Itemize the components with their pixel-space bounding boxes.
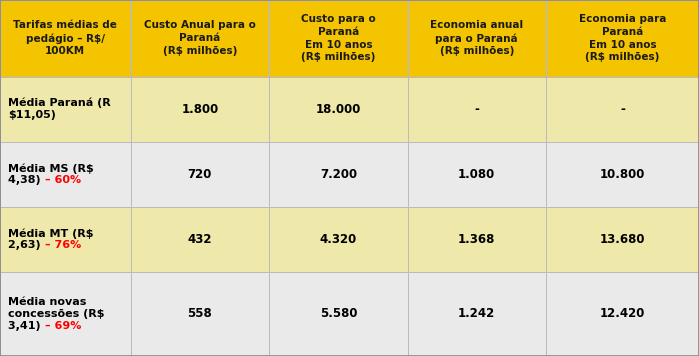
Text: $11,05): $11,05)	[8, 110, 56, 120]
Bar	[546, 207, 699, 272]
Bar	[0, 272, 131, 356]
Text: 1.368: 1.368	[458, 233, 496, 246]
Bar	[269, 77, 408, 142]
Text: -: -	[620, 103, 625, 116]
Bar	[408, 207, 546, 272]
Text: -: -	[475, 103, 479, 116]
Text: 1.800: 1.800	[181, 103, 219, 116]
Bar	[131, 142, 269, 207]
Text: 1.242: 1.242	[458, 308, 496, 320]
Bar	[131, 207, 269, 272]
Bar	[269, 142, 408, 207]
Bar	[269, 0, 408, 77]
Bar	[408, 0, 546, 77]
Bar	[546, 272, 699, 356]
Text: 13.680: 13.680	[600, 233, 645, 246]
Bar	[0, 207, 131, 272]
Text: concessões (R$: concessões (R$	[8, 309, 105, 319]
Text: 432: 432	[187, 233, 212, 246]
Text: Média MS (R$: Média MS (R$	[8, 163, 94, 174]
Text: 1.080: 1.080	[458, 168, 496, 181]
Text: Média novas: Média novas	[8, 297, 87, 307]
Text: 3,41): 3,41)	[8, 321, 45, 331]
Text: Custo Anual para o
Paraná
(R$ milhões): Custo Anual para o Paraná (R$ milhões)	[144, 21, 256, 56]
Text: 4,38): 4,38)	[8, 175, 45, 185]
Bar	[0, 142, 131, 207]
Text: 558: 558	[187, 308, 212, 320]
Bar	[546, 142, 699, 207]
Text: Economia para
Paraná
Em 10 anos
(R$ milhões): Economia para Paraná Em 10 anos (R$ milh…	[579, 14, 666, 62]
Text: 18.000: 18.000	[316, 103, 361, 116]
Text: 12.420: 12.420	[600, 308, 645, 320]
Text: – 60%: – 60%	[45, 175, 81, 185]
Bar	[546, 77, 699, 142]
Bar	[408, 77, 546, 142]
Text: 5.580: 5.580	[319, 308, 357, 320]
Bar	[131, 77, 269, 142]
Bar	[0, 77, 131, 142]
Text: Custo para o
Paraná
Em 10 anos
(R$ milhões): Custo para o Paraná Em 10 anos (R$ milhõ…	[301, 14, 375, 62]
Text: 10.800: 10.800	[600, 168, 645, 181]
Text: Média Paraná (R: Média Paraná (R	[8, 98, 111, 109]
Text: 4.320: 4.320	[319, 233, 357, 246]
Bar	[131, 0, 269, 77]
Text: 7.200: 7.200	[319, 168, 357, 181]
Bar	[269, 207, 408, 272]
Bar	[0, 0, 131, 77]
Text: – 69%: – 69%	[45, 321, 81, 331]
Text: Tarifas médias de
pedágio – R$/
100KM: Tarifas médias de pedágio – R$/ 100KM	[13, 20, 117, 56]
Bar	[546, 0, 699, 77]
Text: Média MT (R$: Média MT (R$	[8, 228, 94, 239]
Text: – 76%: – 76%	[45, 240, 81, 250]
Text: 720: 720	[188, 168, 212, 181]
Bar	[408, 272, 546, 356]
Text: Economia anual
para o Paraná
(R$ milhões): Economia anual para o Paraná (R$ milhões…	[430, 20, 524, 56]
Bar	[269, 272, 408, 356]
Text: 2,63): 2,63)	[8, 240, 45, 250]
Bar	[131, 272, 269, 356]
Bar	[408, 142, 546, 207]
